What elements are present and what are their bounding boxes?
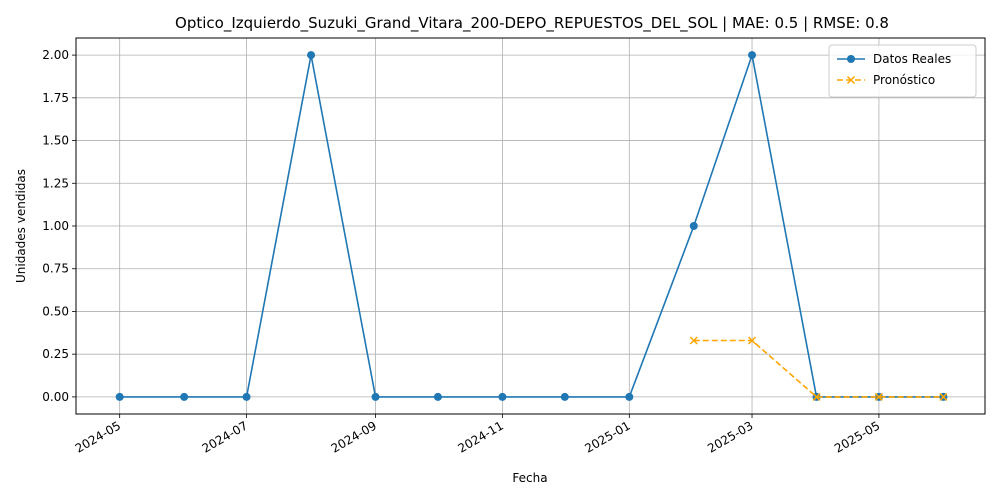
- data-point: [307, 51, 316, 60]
- data-point: [689, 336, 698, 345]
- y-tick-label: 0.50: [42, 304, 69, 318]
- x-tick-label: 2025-05: [832, 418, 882, 455]
- series-line: [119, 51, 944, 398]
- legend-box: [828, 44, 977, 98]
- data-point: [433, 392, 442, 401]
- series-line: [693, 339, 944, 398]
- y-tick-label: 1.25: [42, 176, 69, 190]
- data-point: [874, 392, 883, 401]
- series-1: [689, 336, 948, 401]
- y-tick-label: 0.00: [42, 390, 69, 404]
- y-tick-label: 1.50: [42, 134, 69, 148]
- y-axis-ticks: 0.00 0.25 0.50 0.75 1.00 1.25 1.50 1.75 2.00: [42, 48, 76, 404]
- data-point: [939, 392, 948, 401]
- legend-label: Datos Reales: [873, 52, 951, 66]
- data-point: [371, 392, 380, 401]
- data-point: [747, 336, 757, 345]
- legend-marker: [846, 75, 856, 85]
- data-point: [115, 392, 124, 401]
- data-point: [498, 392, 507, 401]
- grid: [76, 38, 985, 414]
- legend-label: Pronóstico: [873, 73, 935, 87]
- x-tick-label: 2025-01: [582, 418, 632, 455]
- x-axis-ticks: 2024-05 2024-07 2024-09 2024-11 2025-01 2025-…: [73, 414, 882, 456]
- legend: Datos Reales Pronóstico: [828, 44, 977, 98]
- data-point: [242, 392, 251, 401]
- y-tick-label: 0.25: [42, 347, 69, 361]
- x-tick-label: 2025-03: [705, 418, 755, 455]
- y-tick-label: 2.00: [42, 48, 69, 62]
- x-tick-label: 2024-07: [200, 418, 250, 455]
- x-tick-label: 2024-05: [73, 418, 123, 455]
- y-tick-label: 0.75: [42, 262, 69, 276]
- y-tick-label: 1.00: [42, 219, 69, 233]
- data-point: [625, 392, 634, 401]
- chart-title: Optico_Izquierdo_Suzuki_Grand_Vitara_200…: [175, 14, 889, 33]
- data-point: [560, 392, 569, 401]
- data-point: [812, 392, 821, 401]
- y-tick-label: 1.75: [42, 91, 69, 105]
- data-point: [180, 392, 189, 401]
- data-point: [689, 222, 698, 230]
- legend-marker: [847, 55, 855, 63]
- series-layer: [115, 51, 948, 401]
- x-tick-label: 2024-11: [455, 418, 505, 455]
- x-tick-label: 2024-09: [329, 418, 379, 455]
- data-point: [748, 51, 757, 60]
- x-axis-label: Fecha: [512, 471, 547, 485]
- y-axis-label: Unidades vendidas: [14, 169, 28, 283]
